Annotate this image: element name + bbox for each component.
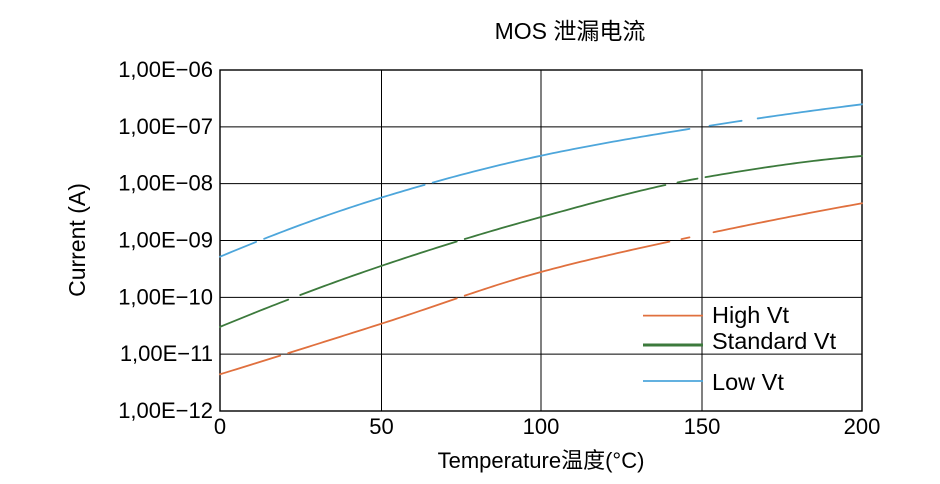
- svg-text:Current (A): Current (A): [64, 183, 90, 297]
- svg-text:150: 150: [684, 414, 721, 439]
- svg-text:200: 200: [844, 414, 881, 439]
- svg-text:1,00E−06: 1,00E−06: [118, 57, 213, 82]
- svg-text:0: 0: [214, 414, 226, 439]
- svg-text:MOS 泄漏电流: MOS 泄漏电流: [495, 18, 646, 44]
- svg-text:1,00E−11: 1,00E−11: [120, 341, 213, 366]
- svg-text:Low Vt: Low Vt: [712, 369, 784, 395]
- svg-text:Temperature温度(°C): Temperature温度(°C): [438, 448, 645, 473]
- svg-text:100: 100: [523, 414, 560, 439]
- svg-text:50: 50: [369, 414, 393, 439]
- svg-text:1,00E−08: 1,00E−08: [118, 171, 213, 196]
- svg-text:Standard Vt: Standard Vt: [712, 328, 837, 354]
- svg-text:1,00E−10: 1,00E−10: [118, 284, 213, 309]
- svg-text:High Vt: High Vt: [712, 302, 790, 328]
- svg-text:1,00E−09: 1,00E−09: [118, 228, 213, 253]
- svg-text:1,00E−12: 1,00E−12: [118, 398, 213, 423]
- svg-text:1,00E−07: 1,00E−07: [118, 114, 213, 139]
